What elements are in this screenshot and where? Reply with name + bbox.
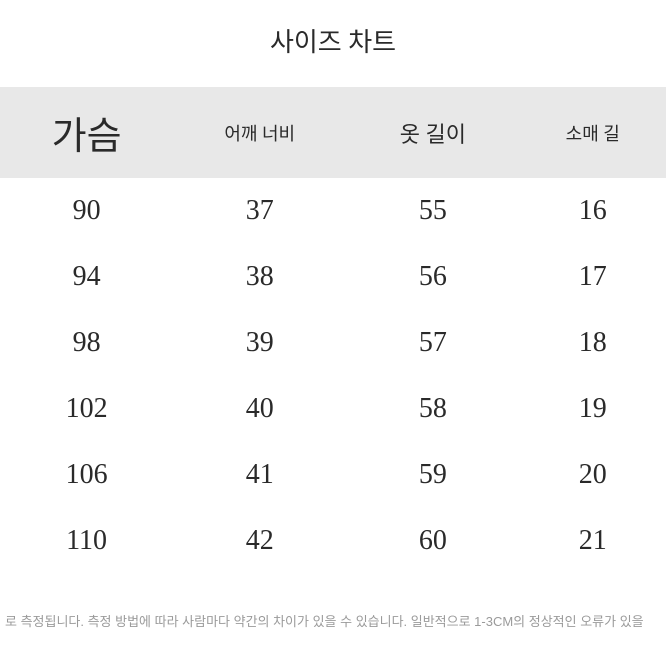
size-chart-table: 가슴 어깨 너비 옷 길이 소매 길 90 37 55 16 94 38 56 … [0,87,666,574]
col-header-sleeve: 소매 길 [519,87,666,178]
cell: 55 [346,178,519,244]
cell: 40 [173,376,346,442]
table-row: 106 41 59 20 [0,442,666,508]
table-row: 98 39 57 18 [0,310,666,376]
cell: 37 [173,178,346,244]
table-row: 102 40 58 19 [0,376,666,442]
cell: 42 [173,508,346,574]
footnote-text: 로 측정됩니다. 측정 방법에 따라 사람마다 약간의 차이가 있을 수 있습니… [0,612,666,632]
cell: 106 [0,442,173,508]
cell: 38 [173,244,346,310]
cell: 19 [519,376,666,442]
table-header-row: 가슴 어깨 너비 옷 길이 소매 길 [0,87,666,178]
cell: 98 [0,310,173,376]
cell: 60 [346,508,519,574]
table-row: 94 38 56 17 [0,244,666,310]
table-body: 90 37 55 16 94 38 56 17 98 39 57 18 102 … [0,178,666,574]
cell: 17 [519,244,666,310]
cell: 16 [519,178,666,244]
col-header-shoulder: 어깨 너비 [173,87,346,178]
cell: 39 [173,310,346,376]
table-row: 90 37 55 16 [0,178,666,244]
cell: 94 [0,244,173,310]
cell: 110 [0,508,173,574]
cell: 58 [346,376,519,442]
cell: 102 [0,376,173,442]
cell: 21 [519,508,666,574]
page-title: 사이즈 차트 [0,0,666,87]
table-row: 110 42 60 21 [0,508,666,574]
cell: 57 [346,310,519,376]
cell: 56 [346,244,519,310]
cell: 59 [346,442,519,508]
col-header-length: 옷 길이 [346,87,519,178]
cell: 18 [519,310,666,376]
cell: 41 [173,442,346,508]
col-header-chest: 가슴 [0,87,173,178]
cell: 20 [519,442,666,508]
cell: 90 [0,178,173,244]
